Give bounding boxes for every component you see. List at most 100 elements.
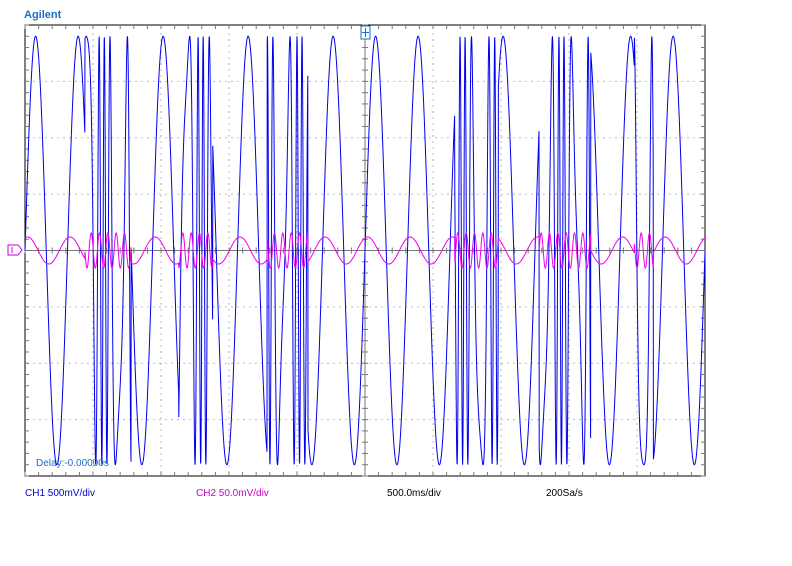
grid-dot xyxy=(500,63,502,65)
grid-dot xyxy=(160,135,162,137)
grid-dot xyxy=(681,137,683,139)
grid-dot xyxy=(633,193,635,195)
grid-dot xyxy=(160,177,162,179)
grid-dot xyxy=(345,80,347,82)
grid-dot xyxy=(296,429,298,431)
grid-dot xyxy=(228,393,230,395)
grid-dot xyxy=(573,80,575,82)
grid-dot xyxy=(309,193,311,195)
grid-dot xyxy=(636,99,638,101)
grid-dot xyxy=(500,123,502,125)
grid-dot xyxy=(160,441,162,443)
grid-dot xyxy=(681,362,683,364)
grid-dot xyxy=(693,80,695,82)
grid-dot xyxy=(500,69,502,71)
grid-dot xyxy=(165,80,167,82)
ground-level-marker-icon[interactable] xyxy=(7,244,23,256)
grid-dot xyxy=(177,80,179,82)
grid-dot xyxy=(387,193,389,195)
grid-dot xyxy=(249,306,251,308)
grid-dot xyxy=(153,80,155,82)
grid-dot xyxy=(675,137,677,139)
grid-dot xyxy=(159,193,161,195)
grid-dot xyxy=(228,159,230,161)
grid-dot xyxy=(231,80,233,82)
grid-dot xyxy=(447,137,449,139)
grid-dot xyxy=(633,419,635,421)
grid-dot xyxy=(303,80,305,82)
trigger-position-icon[interactable] xyxy=(360,25,371,40)
grid-dot xyxy=(160,333,162,335)
grid-dot xyxy=(160,195,162,197)
grid-dot xyxy=(500,441,502,443)
ch2-scale-label[interactable]: CH2 50.0mV/div xyxy=(196,488,269,499)
grid-dot xyxy=(513,306,515,308)
grid-dot xyxy=(627,80,629,82)
grid-dot xyxy=(585,80,587,82)
grid-dot xyxy=(459,362,461,364)
grid-dot xyxy=(291,362,293,364)
grid-dot xyxy=(432,111,434,113)
grid-dot xyxy=(423,193,425,195)
grid-dot xyxy=(597,362,599,364)
grid-dot xyxy=(432,339,434,341)
grid-dot xyxy=(160,267,162,269)
grid-dot xyxy=(201,362,203,364)
grid-dot xyxy=(228,129,230,131)
grid-dot xyxy=(160,63,162,65)
grid-dot xyxy=(327,193,329,195)
ch1-scale-label[interactable]: CH1 500mV/div xyxy=(25,488,96,499)
grid-dot xyxy=(432,243,434,245)
grid-dot xyxy=(513,80,515,82)
grid-dot xyxy=(531,193,533,195)
grid-dot xyxy=(87,362,89,364)
grid-dot xyxy=(636,51,638,53)
grid-dot xyxy=(243,419,245,421)
grid-dot xyxy=(500,57,502,59)
grid-dot xyxy=(57,306,59,308)
grid-dot xyxy=(231,419,233,421)
timebase-label[interactable]: 500.0ms/div xyxy=(387,488,441,499)
grid-dot xyxy=(123,193,125,195)
grid-dot xyxy=(255,80,257,82)
grid-dot xyxy=(160,201,162,203)
grid-dot xyxy=(568,381,570,383)
grid-dot xyxy=(92,351,94,353)
grid-dot xyxy=(147,419,149,421)
grid-dot xyxy=(333,419,335,421)
grid-dot xyxy=(92,327,94,329)
grid-dot xyxy=(160,33,162,35)
grid-dot xyxy=(432,153,434,155)
grid-dot xyxy=(500,87,502,89)
grid-dot xyxy=(636,213,638,215)
grid-dot xyxy=(249,80,251,82)
grid-dot xyxy=(228,99,230,101)
grid-dot xyxy=(228,69,230,71)
grid-dot xyxy=(351,80,353,82)
grid-dot xyxy=(228,375,230,377)
grid-dot xyxy=(687,193,689,195)
grid-dot xyxy=(669,306,671,308)
grid-dot xyxy=(432,135,434,137)
grid-dot xyxy=(45,362,47,364)
grid-dot xyxy=(135,137,137,139)
grid-dot xyxy=(345,137,347,139)
grid-dot xyxy=(465,306,467,308)
grid-dot xyxy=(160,423,162,425)
grid-dot xyxy=(657,362,659,364)
grid-dot xyxy=(525,362,527,364)
grid-dot xyxy=(296,135,298,137)
grid-dot xyxy=(417,362,419,364)
grid-dot xyxy=(228,303,230,305)
grid-dot xyxy=(279,419,281,421)
grid-dot xyxy=(387,419,389,421)
grid-dot xyxy=(345,193,347,195)
grid-dot xyxy=(432,405,434,407)
grid-dot xyxy=(699,80,701,82)
grid-dot xyxy=(500,219,502,221)
grid-dot xyxy=(129,193,131,195)
grid-dot xyxy=(99,419,101,421)
grid-dot xyxy=(537,193,539,195)
grid-dot xyxy=(69,419,71,421)
grid-dot xyxy=(273,419,275,421)
